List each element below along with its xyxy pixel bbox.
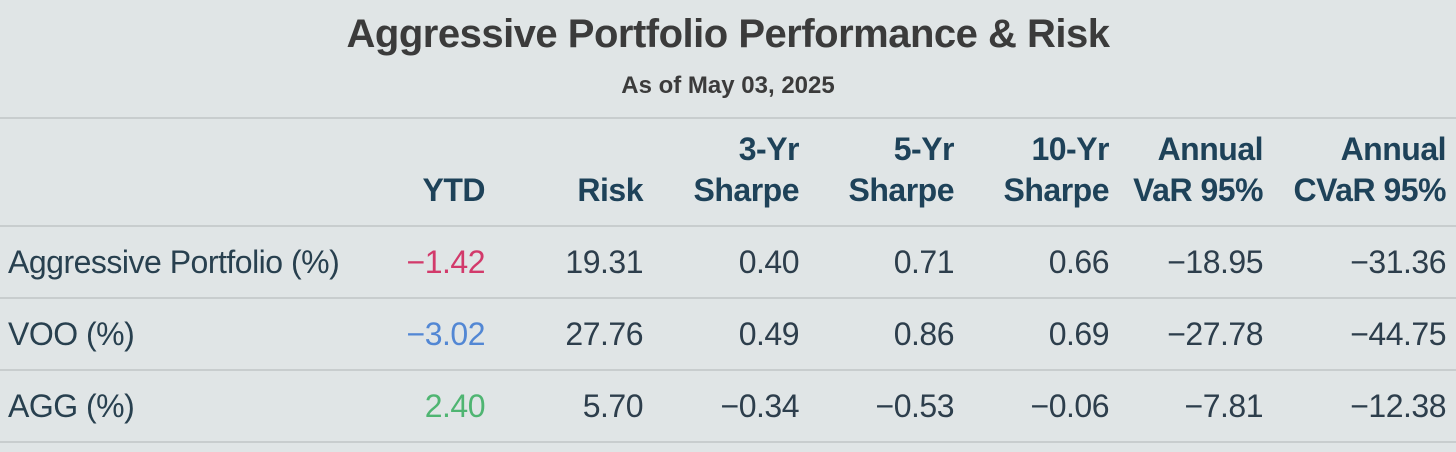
ytd-value: −1.42 — [406, 243, 486, 280]
performance-risk-table: YTD Risk 3-Yr Sharpe 5-Yr Sharpe 10-Yr S… — [0, 117, 1456, 443]
column-header-rowlabels — [0, 118, 348, 226]
page-title: Aggressive Portfolio Performance & Risk — [346, 12, 1110, 56]
var95-value: −27.78 — [1167, 315, 1263, 352]
sharpe-5yr-value: 0.71 — [893, 243, 955, 280]
column-header-risk: Risk — [577, 172, 643, 209]
column-header-5yr-sharpe: 5-Yr Sharpe — [848, 131, 955, 209]
table-row-voo: VOO (%) −3.02 27.76 0.49 0.86 0.69 −27.7… — [0, 298, 1456, 370]
sharpe-5yr-value: −0.53 — [875, 387, 955, 424]
title-block: Aggressive Portfolio Performance & Risk … — [0, 0, 1456, 117]
column-header-ytd: YTD — [422, 172, 486, 209]
column-header-annual-var95: Annual VaR 95% — [1133, 131, 1263, 209]
ytd-value: 2.40 — [424, 387, 486, 424]
row-label: AGG (%) — [8, 387, 135, 424]
column-header-3yr-sharpe: 3-Yr Sharpe — [693, 131, 800, 209]
cvar95-value: −12.38 — [1350, 387, 1446, 424]
sharpe-10yr-value: 0.66 — [1048, 243, 1110, 280]
sharpe-10yr-value: 0.69 — [1048, 315, 1110, 352]
var95-value: −18.95 — [1167, 243, 1263, 280]
sharpe-10yr-value: −0.06 — [1030, 387, 1110, 424]
risk-value: 19.31 — [565, 243, 643, 280]
cvar95-value: −44.75 — [1350, 315, 1446, 352]
row-label: VOO (%) — [8, 315, 135, 352]
risk-value: 27.76 — [565, 315, 643, 352]
row-label: Aggressive Portfolio (%) — [8, 243, 340, 280]
risk-value: 5.70 — [582, 387, 644, 424]
sharpe-3yr-value: 0.49 — [738, 315, 800, 352]
sharpe-5yr-value: 0.86 — [893, 315, 955, 352]
as-of-date: As of May 03, 2025 — [621, 72, 835, 99]
ytd-value: −3.02 — [406, 315, 486, 352]
column-header-annual-cvar95: Annual CVaR 95% — [1293, 131, 1446, 209]
table-row-aggressive-portfolio: Aggressive Portfolio (%) −1.42 19.31 0.4… — [0, 226, 1456, 298]
table-row-agg: AGG (%) 2.40 5.70 −0.34 −0.53 −0.06 −7.8… — [0, 370, 1456, 442]
header-row: YTD Risk 3-Yr Sharpe 5-Yr Sharpe 10-Yr S… — [0, 118, 1456, 226]
cvar95-value: −31.36 — [1350, 243, 1446, 280]
sharpe-3yr-value: 0.40 — [738, 243, 800, 280]
column-header-10yr-sharpe: 10-Yr Sharpe — [1003, 131, 1110, 209]
sharpe-3yr-value: −0.34 — [720, 387, 800, 424]
var95-value: −7.81 — [1184, 387, 1264, 424]
